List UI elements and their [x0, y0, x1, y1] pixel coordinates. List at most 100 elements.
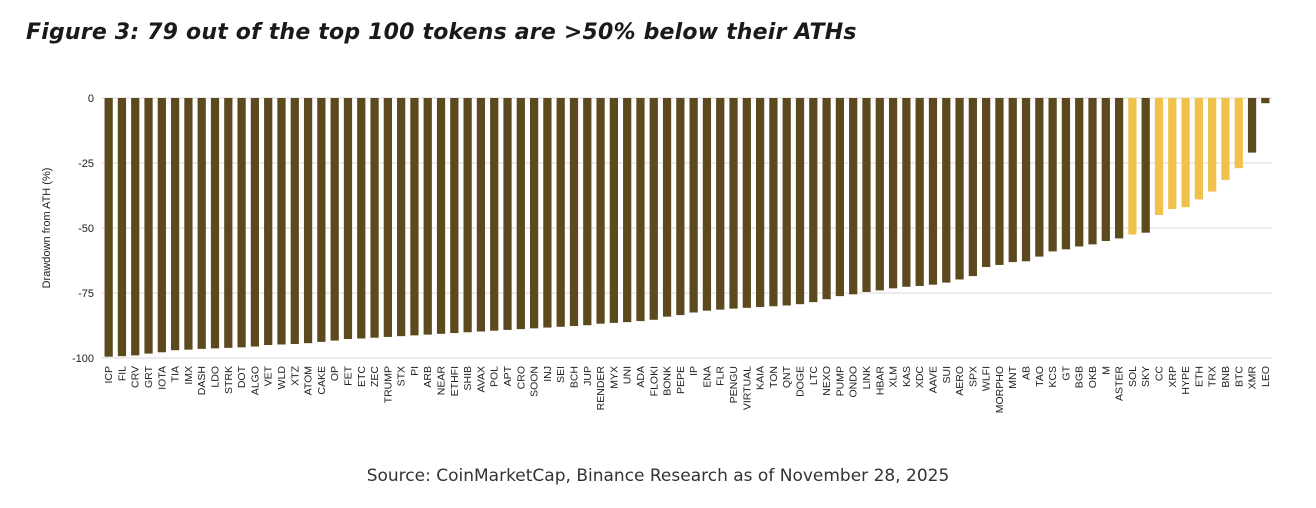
x-tick-label: APT: [502, 365, 514, 386]
bar-bgb: [1075, 98, 1084, 247]
source-note: Source: CoinMarketCap, Binance Research …: [366, 466, 950, 486]
bar-doge: [795, 98, 805, 305]
bar-ethfi: [450, 98, 459, 334]
x-tick-label: STX: [396, 366, 408, 386]
bar-hype: [1181, 98, 1190, 208]
x-tick-label: TON: [768, 366, 780, 388]
x-tick-label: ZEC: [369, 366, 381, 387]
x-tick-label: DASH: [196, 366, 208, 395]
x-tick-label: IP: [688, 366, 700, 376]
bar-sol: [1128, 98, 1137, 235]
x-tick-label: TRX: [1207, 366, 1219, 387]
x-tick-label: BGB: [1074, 366, 1086, 388]
bar-kcs: [1048, 98, 1057, 252]
bar-morpho: [995, 98, 1004, 265]
bar-pol: [490, 98, 499, 331]
bar-inj: [543, 98, 552, 328]
bar-sky: [1141, 98, 1150, 233]
x-tick-label: SEI: [555, 366, 567, 383]
bar-render: [596, 98, 605, 324]
bar-m: [1101, 98, 1110, 241]
bar-eth: [1194, 98, 1203, 200]
bar-uni: [623, 98, 632, 323]
x-tick-label: XDC: [914, 366, 926, 389]
x-tick-label: NEAR: [436, 366, 448, 396]
x-tick-label: ETC: [356, 366, 368, 387]
bar-trx: [1208, 98, 1217, 192]
bar-iota: [157, 98, 166, 353]
x-tick-label: M: [1100, 366, 1112, 375]
bar-trump: [383, 98, 392, 337]
x-tick-label: DOT: [236, 365, 248, 388]
x-tick-label: TRUMP: [382, 366, 394, 403]
x-tick-label: WLFI: [981, 366, 993, 391]
x-tick-label: IOTA: [156, 366, 168, 390]
bar-ldo: [210, 98, 220, 349]
x-tick-label: RENDER: [595, 366, 607, 411]
y-tick-label: -75: [78, 288, 94, 300]
x-tick-label: AAVE: [927, 366, 939, 393]
bar-crv: [131, 98, 140, 356]
y-axis-title: Drawdown from ATH (%): [41, 168, 53, 289]
bar-kaia: [756, 98, 765, 308]
bar-flr: [716, 98, 725, 310]
x-tick-label: FLOKI: [648, 366, 660, 396]
x-tick-label: PUMP: [834, 366, 846, 396]
bar-pi: [410, 98, 419, 336]
bar-btc: [1234, 98, 1243, 169]
x-tick-label: KCS: [1047, 366, 1059, 388]
bar-sui: [942, 98, 951, 283]
x-tick-label: TAO: [1034, 366, 1046, 387]
bar-ena: [702, 98, 712, 311]
x-tick-label: LEO: [1260, 366, 1272, 387]
x-tick-label: ENA: [701, 366, 713, 388]
bar-etc: [357, 98, 366, 339]
x-tick-label: MYX: [608, 366, 620, 389]
x-tick-label: FIL: [116, 366, 128, 381]
x-tick-label: GRT: [143, 365, 155, 388]
bar-aave: [928, 98, 938, 285]
x-tick-label: PEPE: [675, 366, 687, 394]
bar-avax: [476, 98, 486, 332]
bar-shib: [463, 98, 472, 333]
bar-soon: [529, 98, 539, 329]
x-tick-label: CC: [1153, 366, 1165, 382]
bar-jup: [583, 98, 592, 326]
bar-cake: [317, 98, 326, 342]
bar-xdc: [915, 98, 924, 286]
bar-xlm: [888, 98, 898, 289]
bar-icp: [104, 98, 113, 357]
x-tick-label: SUI: [941, 366, 953, 384]
x-tick-label: ARB: [422, 366, 434, 388]
bars: [104, 98, 1270, 357]
bar-xrp: [1168, 98, 1177, 210]
x-tick-label: INJ: [542, 366, 554, 382]
bar-vet: [264, 98, 273, 345]
x-tick-label: OP: [329, 366, 341, 381]
y-tick-label: -50: [78, 223, 94, 235]
x-tick-label: LDO: [210, 366, 222, 388]
x-tick-label: KAIA: [755, 366, 767, 390]
x-tick-label: VIRTUAL: [741, 366, 753, 410]
x-tick-label: ICP: [103, 366, 115, 384]
bar-ltc: [809, 98, 818, 303]
x-tick-label: VET: [263, 365, 275, 386]
bar-aero: [955, 98, 964, 280]
x-tick-label: XRP: [1167, 366, 1179, 388]
bar-apt: [503, 98, 512, 330]
bar-bonk: [662, 98, 672, 317]
bar-mnt: [1008, 98, 1017, 263]
x-tick-label: FET: [342, 365, 354, 385]
bar-cc: [1154, 98, 1164, 215]
bar-sei: [556, 98, 565, 327]
bar-nexo: [822, 98, 831, 300]
x-tick-label: SHIB: [462, 366, 474, 391]
bar-imx: [184, 98, 193, 350]
x-tick-label: BONK: [662, 366, 674, 396]
y-axis-ticks: 0 -25 -50 -75 -100: [72, 93, 94, 365]
x-tick-label: DOGE: [795, 366, 807, 397]
x-tick-label: OKB: [1087, 366, 1099, 388]
bar-okb: [1088, 98, 1097, 245]
bar-cro: [516, 98, 525, 330]
bar-qnt: [782, 98, 791, 306]
